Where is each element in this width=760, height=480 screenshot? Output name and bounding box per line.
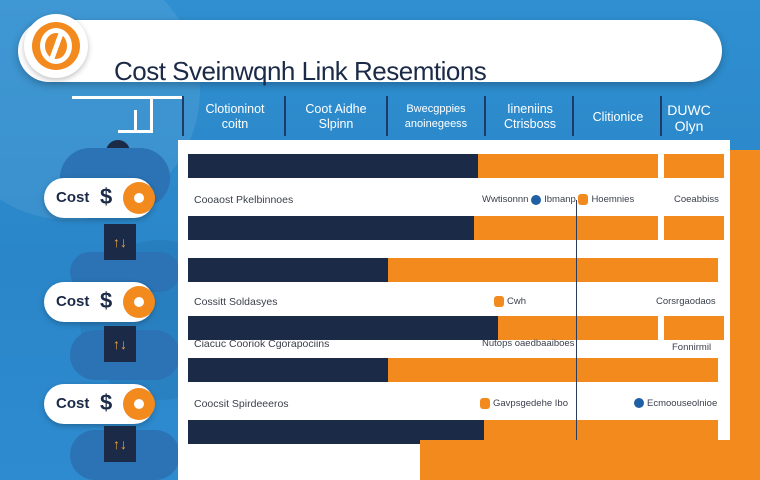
row-label: Nutops oaedbaaiboes	[482, 338, 575, 349]
accent-shape	[730, 150, 760, 480]
cost-pill[interactable]: Cost $	[44, 384, 154, 424]
row-label: Ciacuc Cooriok Cgorapociins	[194, 338, 330, 350]
header-divider	[386, 96, 388, 136]
chart-icon: ↑↓	[104, 224, 136, 260]
row-label: Cooaost Pkelbinnoes	[194, 194, 294, 206]
chart-icon: ↑↓	[104, 426, 136, 462]
column-header: Iineniins Ctrisboss	[503, 102, 557, 131]
row-label: Ecmoouseolnioe	[634, 398, 717, 409]
connector-line	[150, 96, 153, 132]
title-bar: Cost Sveinwqnh Link Resemtions	[18, 20, 722, 86]
header-divider	[572, 96, 574, 136]
connector-line	[134, 110, 137, 132]
brand-icon	[32, 22, 80, 70]
table-row-bar	[188, 358, 718, 382]
tag-icon	[480, 398, 490, 409]
divider-line	[576, 200, 577, 450]
gear-icon	[126, 391, 152, 417]
gear-icon	[126, 289, 152, 315]
connector-line	[72, 96, 182, 99]
row-label: Cossitt Soldasyes	[194, 296, 278, 308]
cost-pill[interactable]: Cost $	[44, 178, 154, 218]
info-icon	[634, 398, 644, 409]
accent-shape	[420, 440, 760, 480]
tag-icon	[578, 194, 589, 205]
dollar-icon: $	[100, 390, 113, 415]
dollar-icon: $	[100, 288, 113, 313]
column-header: Bwecgppies anoinegeess	[404, 103, 468, 130]
tag-icon	[494, 296, 504, 307]
table-row-bar	[188, 154, 724, 178]
row-label: Coocsit Spirdeeeros	[194, 398, 289, 410]
chart-icon: ↑↓	[104, 326, 136, 362]
row-label: Cwh	[494, 296, 526, 307]
header-divider	[484, 96, 486, 136]
row-label: Coeabbiss	[674, 194, 719, 205]
header-divider	[284, 96, 286, 136]
row-label: Gavpsgedehe Ibo	[480, 398, 568, 409]
dollar-icon: $	[100, 184, 113, 209]
header-divider	[660, 96, 662, 136]
cost-table: Cooaost Pkelbinnoes Wwtisonnn Ibmanp Hoe…	[178, 140, 730, 480]
column-header: DUWC Olyn	[667, 102, 711, 134]
row-label: Corsrgaodaos	[656, 296, 716, 307]
logo	[24, 14, 88, 78]
row-label: Wwtisonnn Ibmanp Hoemnies	[482, 194, 635, 206]
gear-icon	[126, 185, 152, 211]
row-label: Fonnirmil	[672, 342, 712, 353]
info-icon	[531, 194, 542, 205]
table-row-bar	[188, 216, 724, 240]
page-title: Cost Sveinwqnh Link Resemtions	[114, 56, 487, 86]
header-divider	[182, 96, 184, 136]
column-header: Coot Aidhe Slpinn	[305, 102, 367, 131]
cost-pill[interactable]: Cost $	[44, 282, 154, 322]
column-header: Clitionice	[592, 110, 644, 124]
column-header: Clotioninot coitn	[205, 102, 265, 131]
table-row-bar	[188, 258, 718, 282]
table-row-bar	[188, 316, 724, 340]
